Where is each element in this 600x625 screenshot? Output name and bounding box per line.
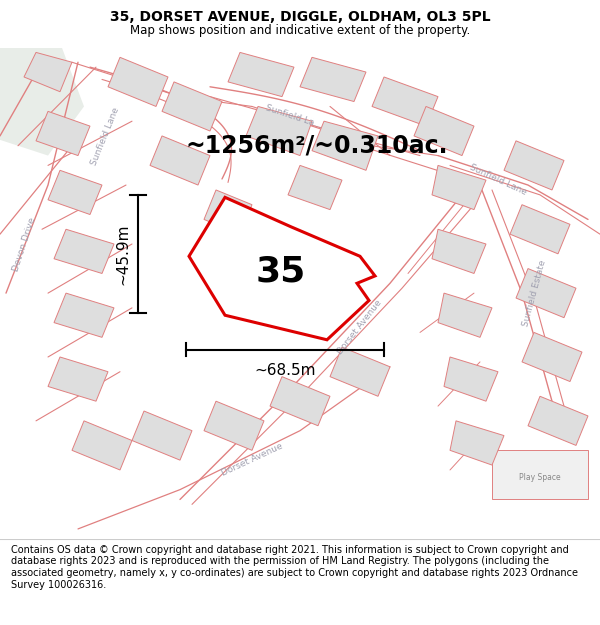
Polygon shape <box>228 52 294 97</box>
Polygon shape <box>450 421 504 465</box>
Text: ~68.5m: ~68.5m <box>254 363 316 378</box>
Text: 35, DORSET AVENUE, DIGGLE, OLDHAM, OL3 5PL: 35, DORSET AVENUE, DIGGLE, OLDHAM, OL3 5… <box>110 11 490 24</box>
Text: Map shows position and indicative extent of the property.: Map shows position and indicative extent… <box>130 24 470 37</box>
Polygon shape <box>300 58 366 101</box>
Text: ~1256m²/~0.310ac.: ~1256m²/~0.310ac. <box>186 134 449 158</box>
Polygon shape <box>189 198 375 340</box>
Polygon shape <box>312 121 378 170</box>
Text: Play Space: Play Space <box>519 473 561 482</box>
Text: ~45.9m: ~45.9m <box>115 223 131 284</box>
Polygon shape <box>36 111 90 156</box>
Polygon shape <box>72 421 132 470</box>
Text: 35: 35 <box>256 254 306 288</box>
Polygon shape <box>414 106 474 156</box>
Polygon shape <box>432 166 486 209</box>
Polygon shape <box>510 205 570 254</box>
Polygon shape <box>522 332 582 381</box>
Polygon shape <box>438 293 492 338</box>
Polygon shape <box>150 136 210 185</box>
Polygon shape <box>24 52 72 92</box>
Polygon shape <box>246 106 312 156</box>
Text: Sunfield Lane: Sunfield Lane <box>89 106 121 166</box>
Polygon shape <box>432 229 486 274</box>
Polygon shape <box>204 401 264 451</box>
Polygon shape <box>372 77 438 126</box>
Text: Sunfield La...: Sunfield La... <box>265 103 323 130</box>
Polygon shape <box>108 58 168 106</box>
Polygon shape <box>54 293 114 338</box>
Polygon shape <box>330 347 390 396</box>
Polygon shape <box>288 166 342 209</box>
Polygon shape <box>162 82 222 131</box>
Text: Dorset Avenue: Dorset Avenue <box>336 299 384 356</box>
Polygon shape <box>444 357 498 401</box>
Polygon shape <box>504 141 564 190</box>
Polygon shape <box>204 239 252 283</box>
Polygon shape <box>528 396 588 446</box>
Text: Sunfield Lane: Sunfield Lane <box>468 163 528 198</box>
Polygon shape <box>48 357 108 401</box>
Text: Devon Drive: Devon Drive <box>11 216 37 272</box>
Text: Contains OS data © Crown copyright and database right 2021. This information is : Contains OS data © Crown copyright and d… <box>11 545 578 589</box>
Polygon shape <box>132 411 192 460</box>
Text: Dorset Avenue: Dorset Avenue <box>220 442 284 478</box>
Polygon shape <box>204 190 252 234</box>
Polygon shape <box>0 42 84 156</box>
Polygon shape <box>270 377 330 426</box>
Polygon shape <box>54 229 114 274</box>
Polygon shape <box>516 269 576 318</box>
Text: Sunfield Estate: Sunfield Estate <box>521 259 547 328</box>
Polygon shape <box>48 170 102 214</box>
Polygon shape <box>492 451 588 499</box>
